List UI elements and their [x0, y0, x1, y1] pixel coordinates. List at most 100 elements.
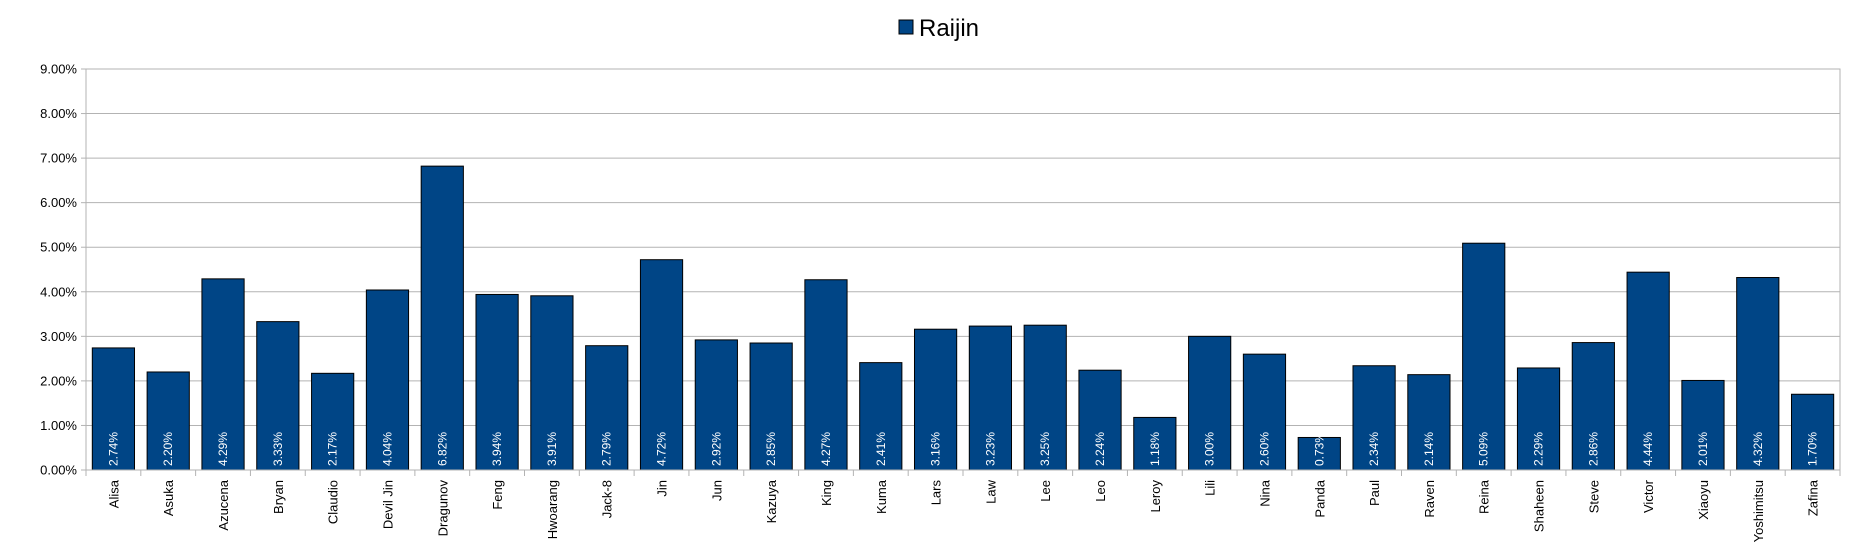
x-tick-label: Leroy [1148, 480, 1163, 513]
data-label: 6.82% [435, 432, 449, 466]
data-label: 2.20% [161, 432, 175, 466]
x-axis-category-labels: Alisa Asuka Azucena Bryan Claudio Devil Jin Dr… [106, 479, 1820, 542]
y-tick-label: 1.00% [40, 418, 77, 433]
data-label: 4.29% [216, 432, 230, 466]
data-labels: 2.74% 2.20% 4.29% 3.33% 2.17% 4.04% 6.82% 3.94%… [106, 432, 1819, 466]
data-label: 4.27% [819, 432, 833, 466]
data-label: 2.34% [1367, 432, 1381, 466]
x-tick-label: Panda [1312, 479, 1327, 517]
data-label: 2.74% [106, 432, 120, 466]
bar [1681, 379, 1725, 471]
data-label: 2.86% [1586, 432, 1600, 466]
data-label: 5.09% [1477, 432, 1491, 466]
x-tick-label: Raven [1422, 480, 1437, 518]
data-label: 3.33% [271, 432, 285, 466]
y-axis-tick-labels: 0.00% 1.00% 2.00% 3.00% 4.00% 5.00% 6.00% 7.00%… [40, 62, 77, 478]
x-tick-label: King [819, 480, 834, 506]
x-tick-label: Jack-8 [600, 480, 615, 518]
x-tick-label: Hwoarang [545, 480, 560, 539]
data-label: 3.23% [983, 432, 997, 466]
bar [694, 339, 738, 471]
bar [1462, 242, 1506, 471]
bar [475, 293, 519, 471]
data-label: 3.00% [1203, 432, 1217, 466]
bar [913, 328, 958, 471]
bar [311, 372, 355, 471]
data-label: 2.92% [709, 432, 723, 466]
data-label: 2.24% [1093, 432, 1107, 466]
x-tick-label: Claudio [326, 480, 341, 524]
bar [749, 342, 793, 471]
bar [1736, 277, 1780, 471]
bar [1571, 342, 1615, 471]
y-tick-label: 2.00% [40, 373, 77, 388]
y-tick-label: 0.00% [40, 463, 77, 478]
y-tick-label: 7.00% [40, 151, 77, 166]
x-tick-label: Lee [1038, 480, 1053, 502]
data-label: 4.04% [380, 432, 394, 466]
data-label: 2.41% [874, 432, 888, 466]
bar [256, 321, 300, 471]
x-tick-label: Asuka [161, 479, 176, 516]
bar [1242, 353, 1287, 471]
x-tick-label: Xiaoyu [1696, 480, 1711, 520]
data-label: 4.32% [1751, 432, 1765, 466]
bar [1297, 436, 1341, 471]
bar [1133, 416, 1177, 471]
data-label: 4.72% [655, 432, 669, 466]
y-tick-label: 4.00% [40, 284, 77, 299]
x-tick-label: Feng [490, 480, 505, 510]
bar [1626, 271, 1670, 471]
x-tick-label: Kazuya [764, 479, 779, 523]
y-tick-label: 8.00% [40, 106, 77, 121]
axes [81, 68, 1841, 476]
x-tick-label: Lili [1203, 480, 1218, 496]
data-label: 2.85% [764, 432, 778, 466]
bar [420, 165, 464, 471]
data-label: 2.29% [1532, 432, 1546, 466]
x-tick-label: Jin [655, 480, 670, 497]
bar [365, 289, 410, 471]
legend-label-raijin: Raijin [919, 15, 979, 42]
data-label: 0.73% [1312, 432, 1326, 466]
bar [1407, 374, 1451, 471]
x-tick-label: Yoshimitsu [1751, 480, 1766, 542]
legend: Raijin [898, 15, 979, 42]
bar [1790, 393, 1835, 471]
bars [91, 165, 1835, 471]
legend-swatch-raijin [898, 19, 914, 35]
bar [1078, 369, 1122, 471]
data-label: 4.44% [1641, 432, 1655, 466]
x-tick-label: Kuma [874, 479, 889, 514]
bar [91, 347, 136, 471]
x-tick-label: Nina [1257, 479, 1272, 507]
x-tick-label: Shaheen [1532, 480, 1547, 532]
x-tick-label: Bryan [271, 480, 286, 514]
x-tick-label: Zafina [1806, 479, 1821, 516]
data-label: 3.94% [490, 432, 504, 466]
y-tick-label: 3.00% [40, 329, 77, 344]
x-tick-label: Law [983, 479, 998, 503]
x-tick-label: Victor [1641, 479, 1656, 513]
y-tick-label: 5.00% [40, 240, 77, 255]
bar [968, 325, 1013, 471]
bar [146, 371, 190, 471]
data-label: 2.14% [1422, 432, 1436, 466]
bar [804, 279, 848, 471]
x-tick-label: Paul [1367, 480, 1382, 506]
data-label: 3.16% [929, 432, 943, 466]
bar [1188, 335, 1232, 471]
x-tick-label: Alisa [106, 479, 121, 508]
x-tick-label: Dragunov [435, 480, 450, 537]
bar [859, 362, 903, 471]
bar [585, 345, 629, 471]
bar [639, 259, 684, 471]
data-label: 2.17% [326, 432, 340, 466]
data-label: 2.79% [600, 432, 614, 466]
y-tick-label: 6.00% [40, 195, 77, 210]
data-label: 2.60% [1257, 432, 1271, 466]
x-tick-label: Devil Jin [380, 480, 395, 529]
x-tick-label: Jun [709, 480, 724, 501]
bar [530, 295, 574, 471]
